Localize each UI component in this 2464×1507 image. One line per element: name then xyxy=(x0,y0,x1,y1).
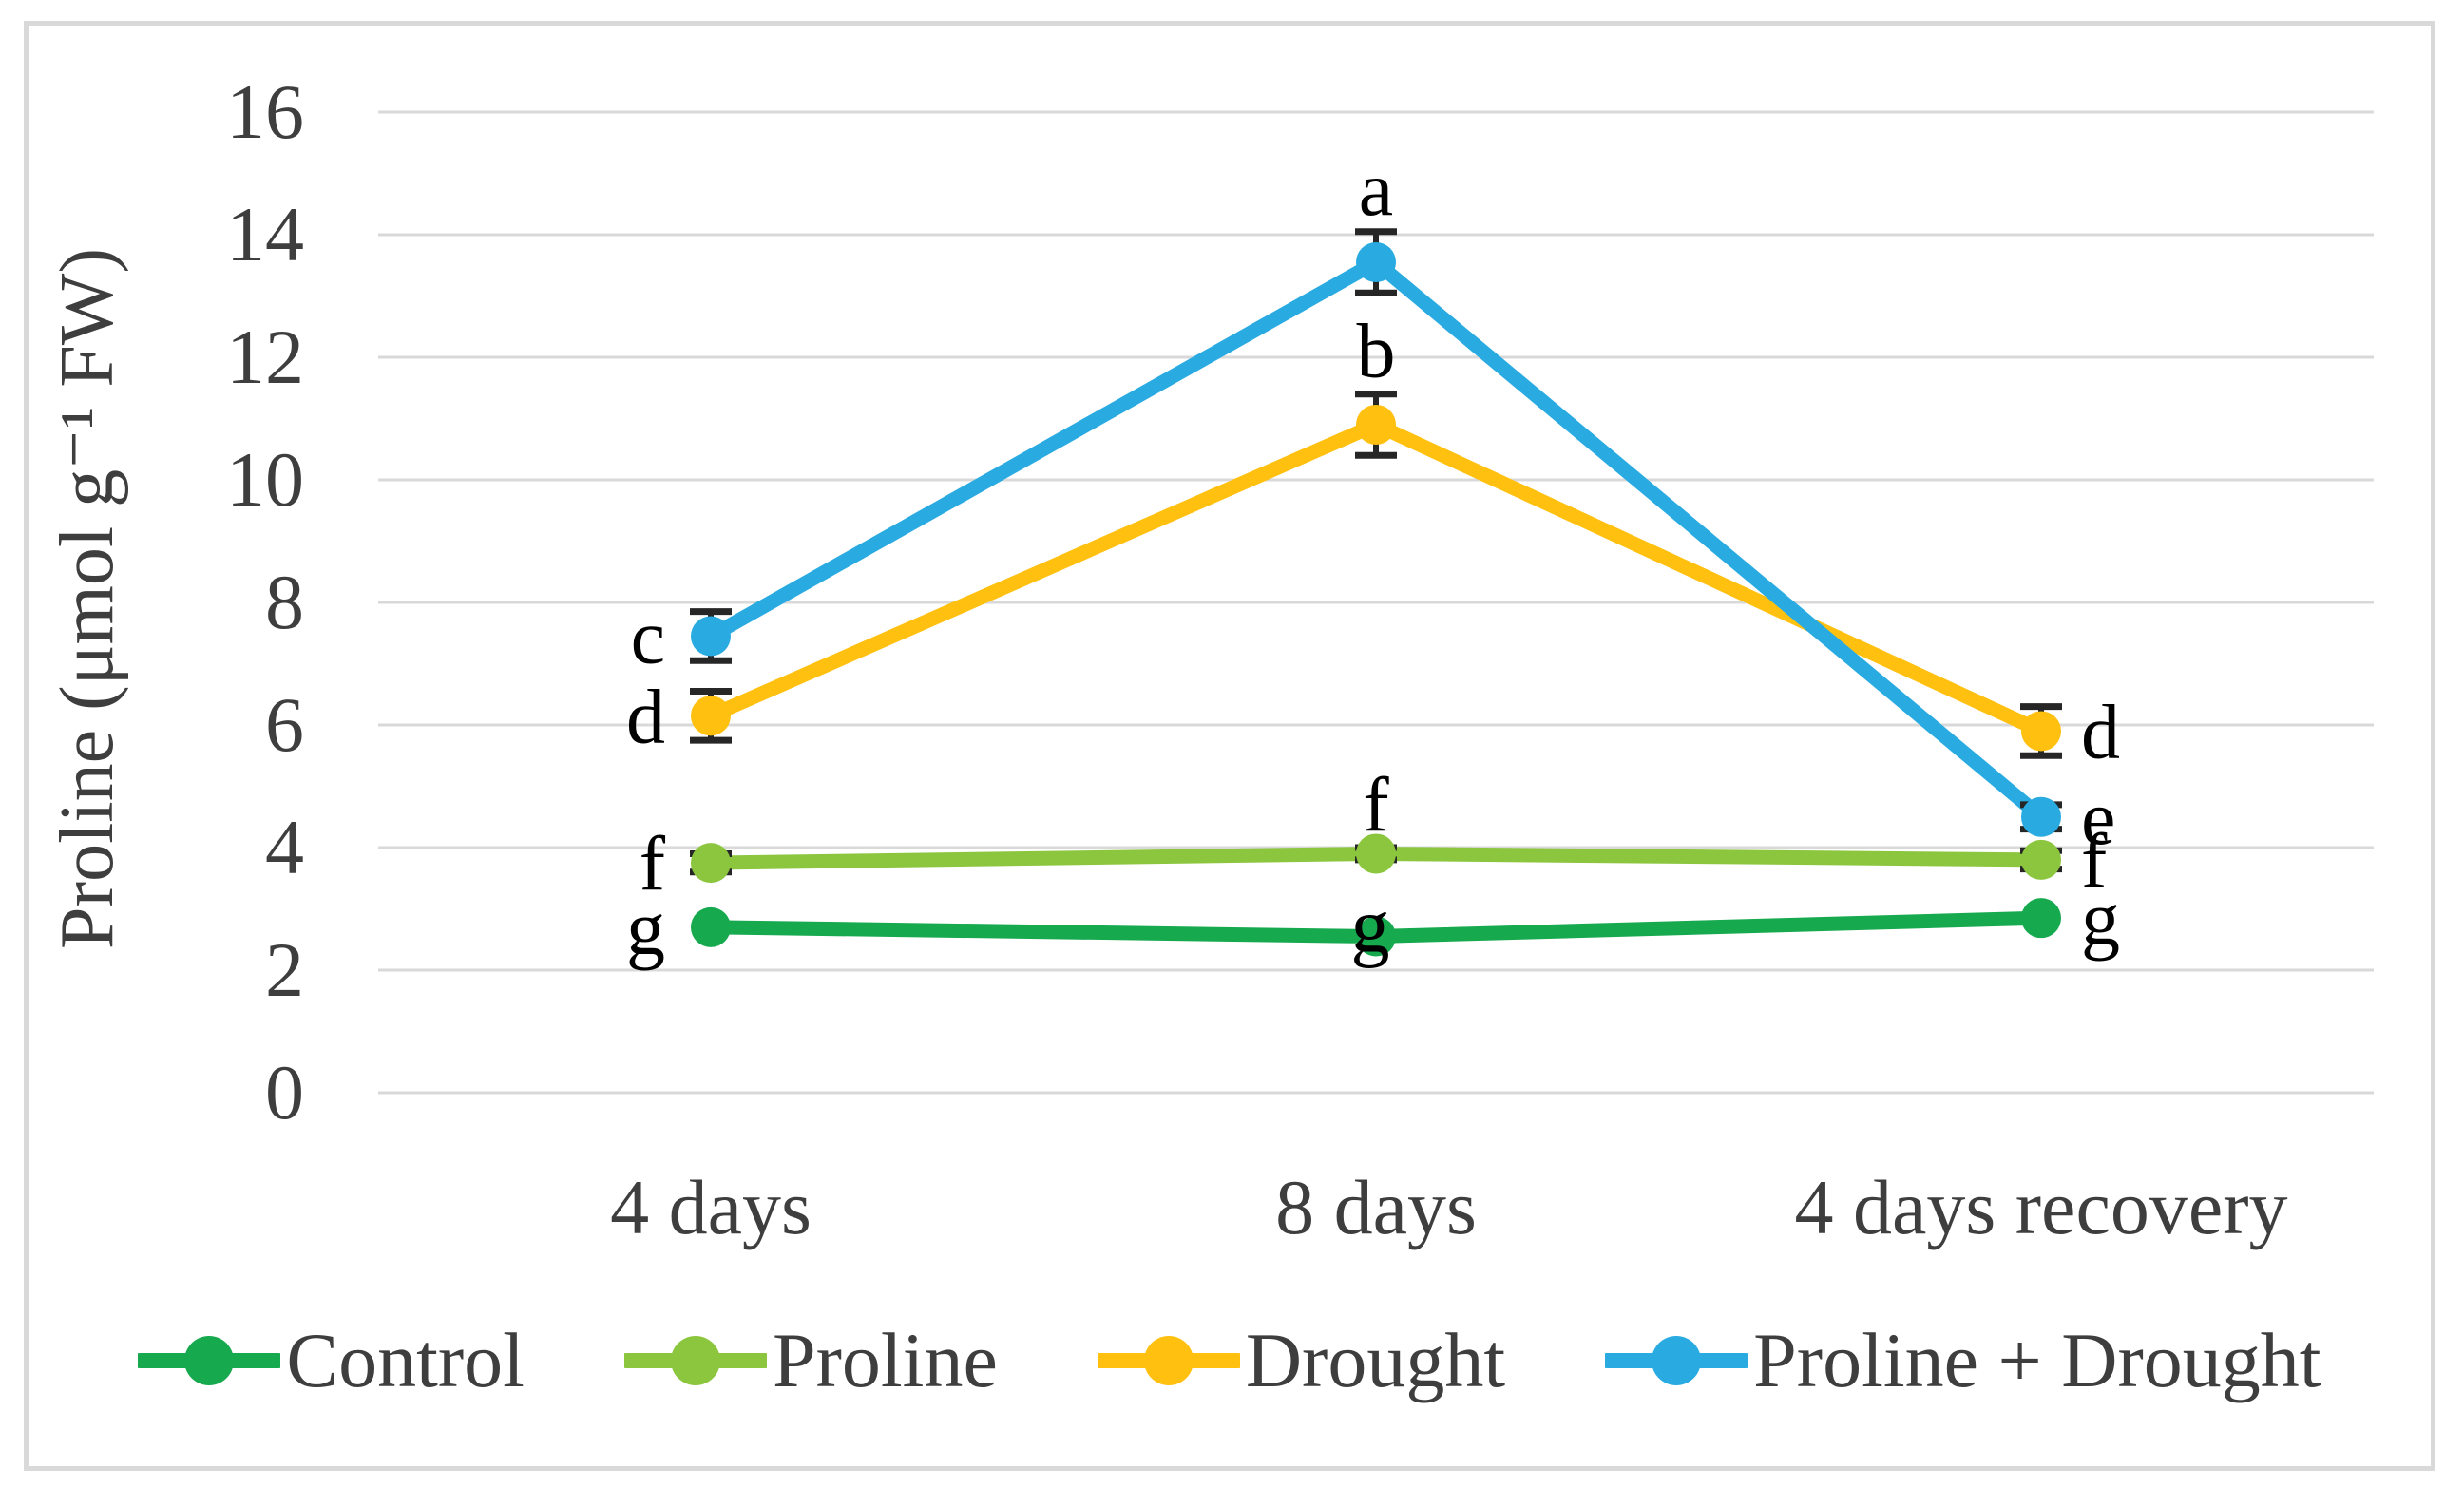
significance-letter: g xyxy=(2081,875,2120,962)
y-tick-label: 6 xyxy=(265,681,304,768)
data-point-marker xyxy=(2021,839,2061,880)
significance-letter: f xyxy=(2081,817,2108,904)
chart-legend: Control Proline Drought Proline + Drought xyxy=(24,1313,2435,1408)
significance-letter: g xyxy=(626,885,665,971)
legend-item-drought: Drought xyxy=(1097,1317,1506,1403)
y-tick-label: 14 xyxy=(226,191,304,277)
legend-label: Proline + Drought xyxy=(1753,1317,2321,1403)
legend-item-control: Control xyxy=(138,1322,525,1400)
significance-letter: d xyxy=(2081,688,2120,774)
legend-marker xyxy=(138,1336,281,1385)
data-point-marker xyxy=(1356,242,1396,283)
x-axis-label: 4 days recovery xyxy=(1794,1164,2287,1250)
y-tick-label: 0 xyxy=(265,1049,304,1135)
data-point-marker xyxy=(1356,404,1396,445)
y-tick-label: 4 xyxy=(265,804,304,890)
data-point-marker xyxy=(691,696,731,736)
significance-letter: b xyxy=(1357,308,1396,394)
legend-label: Control xyxy=(286,1317,525,1403)
data-point-marker xyxy=(691,616,731,657)
legend-marker xyxy=(623,1336,767,1385)
data-point-marker xyxy=(1356,833,1396,874)
data-point-marker xyxy=(691,906,731,947)
data-point-marker xyxy=(2021,796,2061,837)
data-point-marker xyxy=(691,843,731,884)
significance-letter: c xyxy=(631,593,665,679)
y-axis-title: Proline (μmol g⁻¹ FW) xyxy=(46,248,129,949)
y-tick-label: 8 xyxy=(265,559,304,645)
y-tick-label: 16 xyxy=(226,68,304,155)
legend-marker xyxy=(1605,1336,1748,1385)
significance-letter: a xyxy=(1359,145,1393,232)
significance-letter: g xyxy=(1351,883,1390,969)
legend-label: Drought xyxy=(1245,1317,1506,1403)
legend-item-proline-drought: Proline + Drought xyxy=(1605,1322,2321,1400)
y-tick-label: 2 xyxy=(265,926,304,1013)
series-line-drought xyxy=(703,417,2049,738)
y-tick-label: 12 xyxy=(226,314,304,400)
x-axis-label: 8 days xyxy=(1275,1164,1477,1250)
data-point-marker xyxy=(2021,711,2061,752)
legend-item-proline: Proline xyxy=(623,1317,998,1403)
significance-letter: e xyxy=(2081,774,2115,861)
data-point-marker xyxy=(1356,916,1396,957)
significance-letter: d xyxy=(626,673,665,759)
significance-letter: f xyxy=(640,820,666,906)
legend-marker xyxy=(1097,1336,1240,1385)
legend-label: Proline xyxy=(772,1317,998,1403)
data-point-marker xyxy=(2021,898,2061,939)
x-axis-label: 4 days xyxy=(610,1164,812,1250)
significance-letter: f xyxy=(1363,761,1389,848)
y-tick-label: 10 xyxy=(226,436,304,523)
